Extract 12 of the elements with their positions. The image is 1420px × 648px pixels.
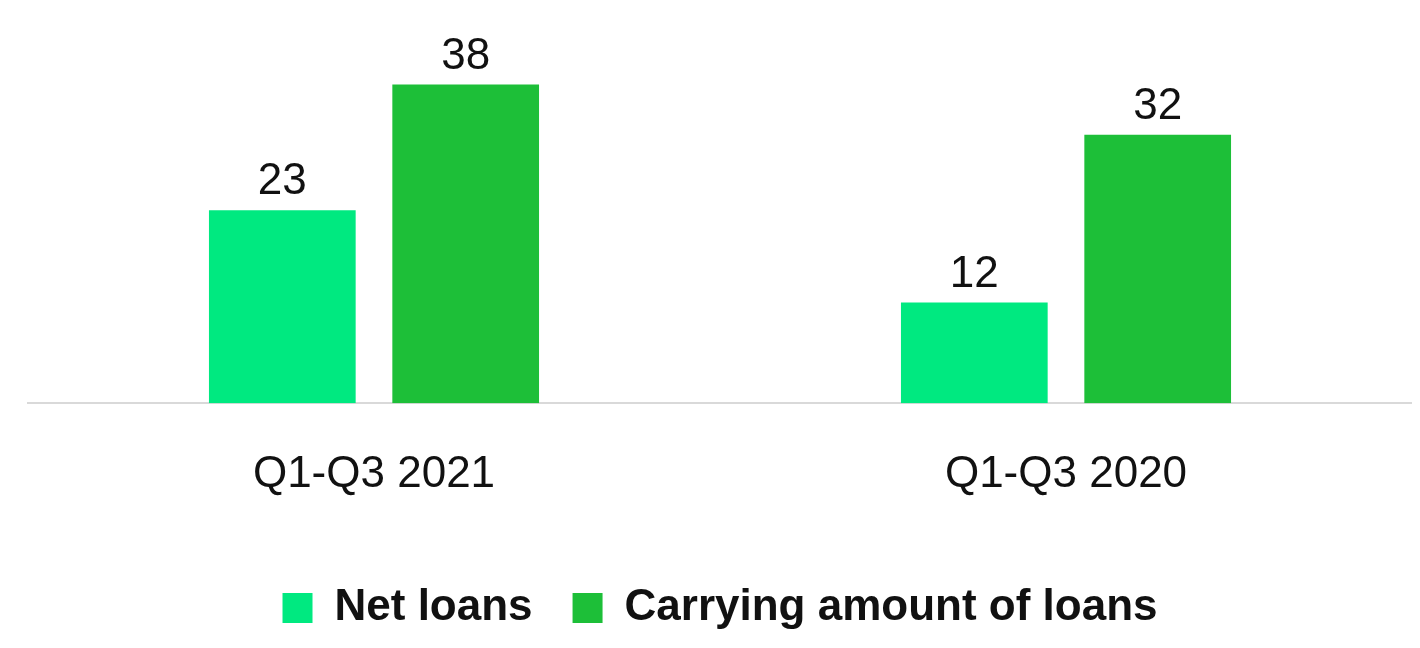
bar [1084, 134, 1232, 404]
x-tick-label: Q1-Q3 2020 [944, 446, 1188, 496]
x-tick-label: Q1-Q3 2021 [252, 446, 496, 496]
data-label: 23 [257, 154, 307, 204]
data-label: 38 [441, 28, 491, 78]
bar [900, 302, 1048, 404]
data-label: 12 [949, 246, 999, 296]
data-label: 32 [1133, 78, 1183, 128]
legend-label: Net loans [334, 580, 533, 630]
bar [392, 84, 540, 404]
legend-label: Carrying amount of loans [624, 580, 1158, 630]
bar [208, 210, 356, 404]
